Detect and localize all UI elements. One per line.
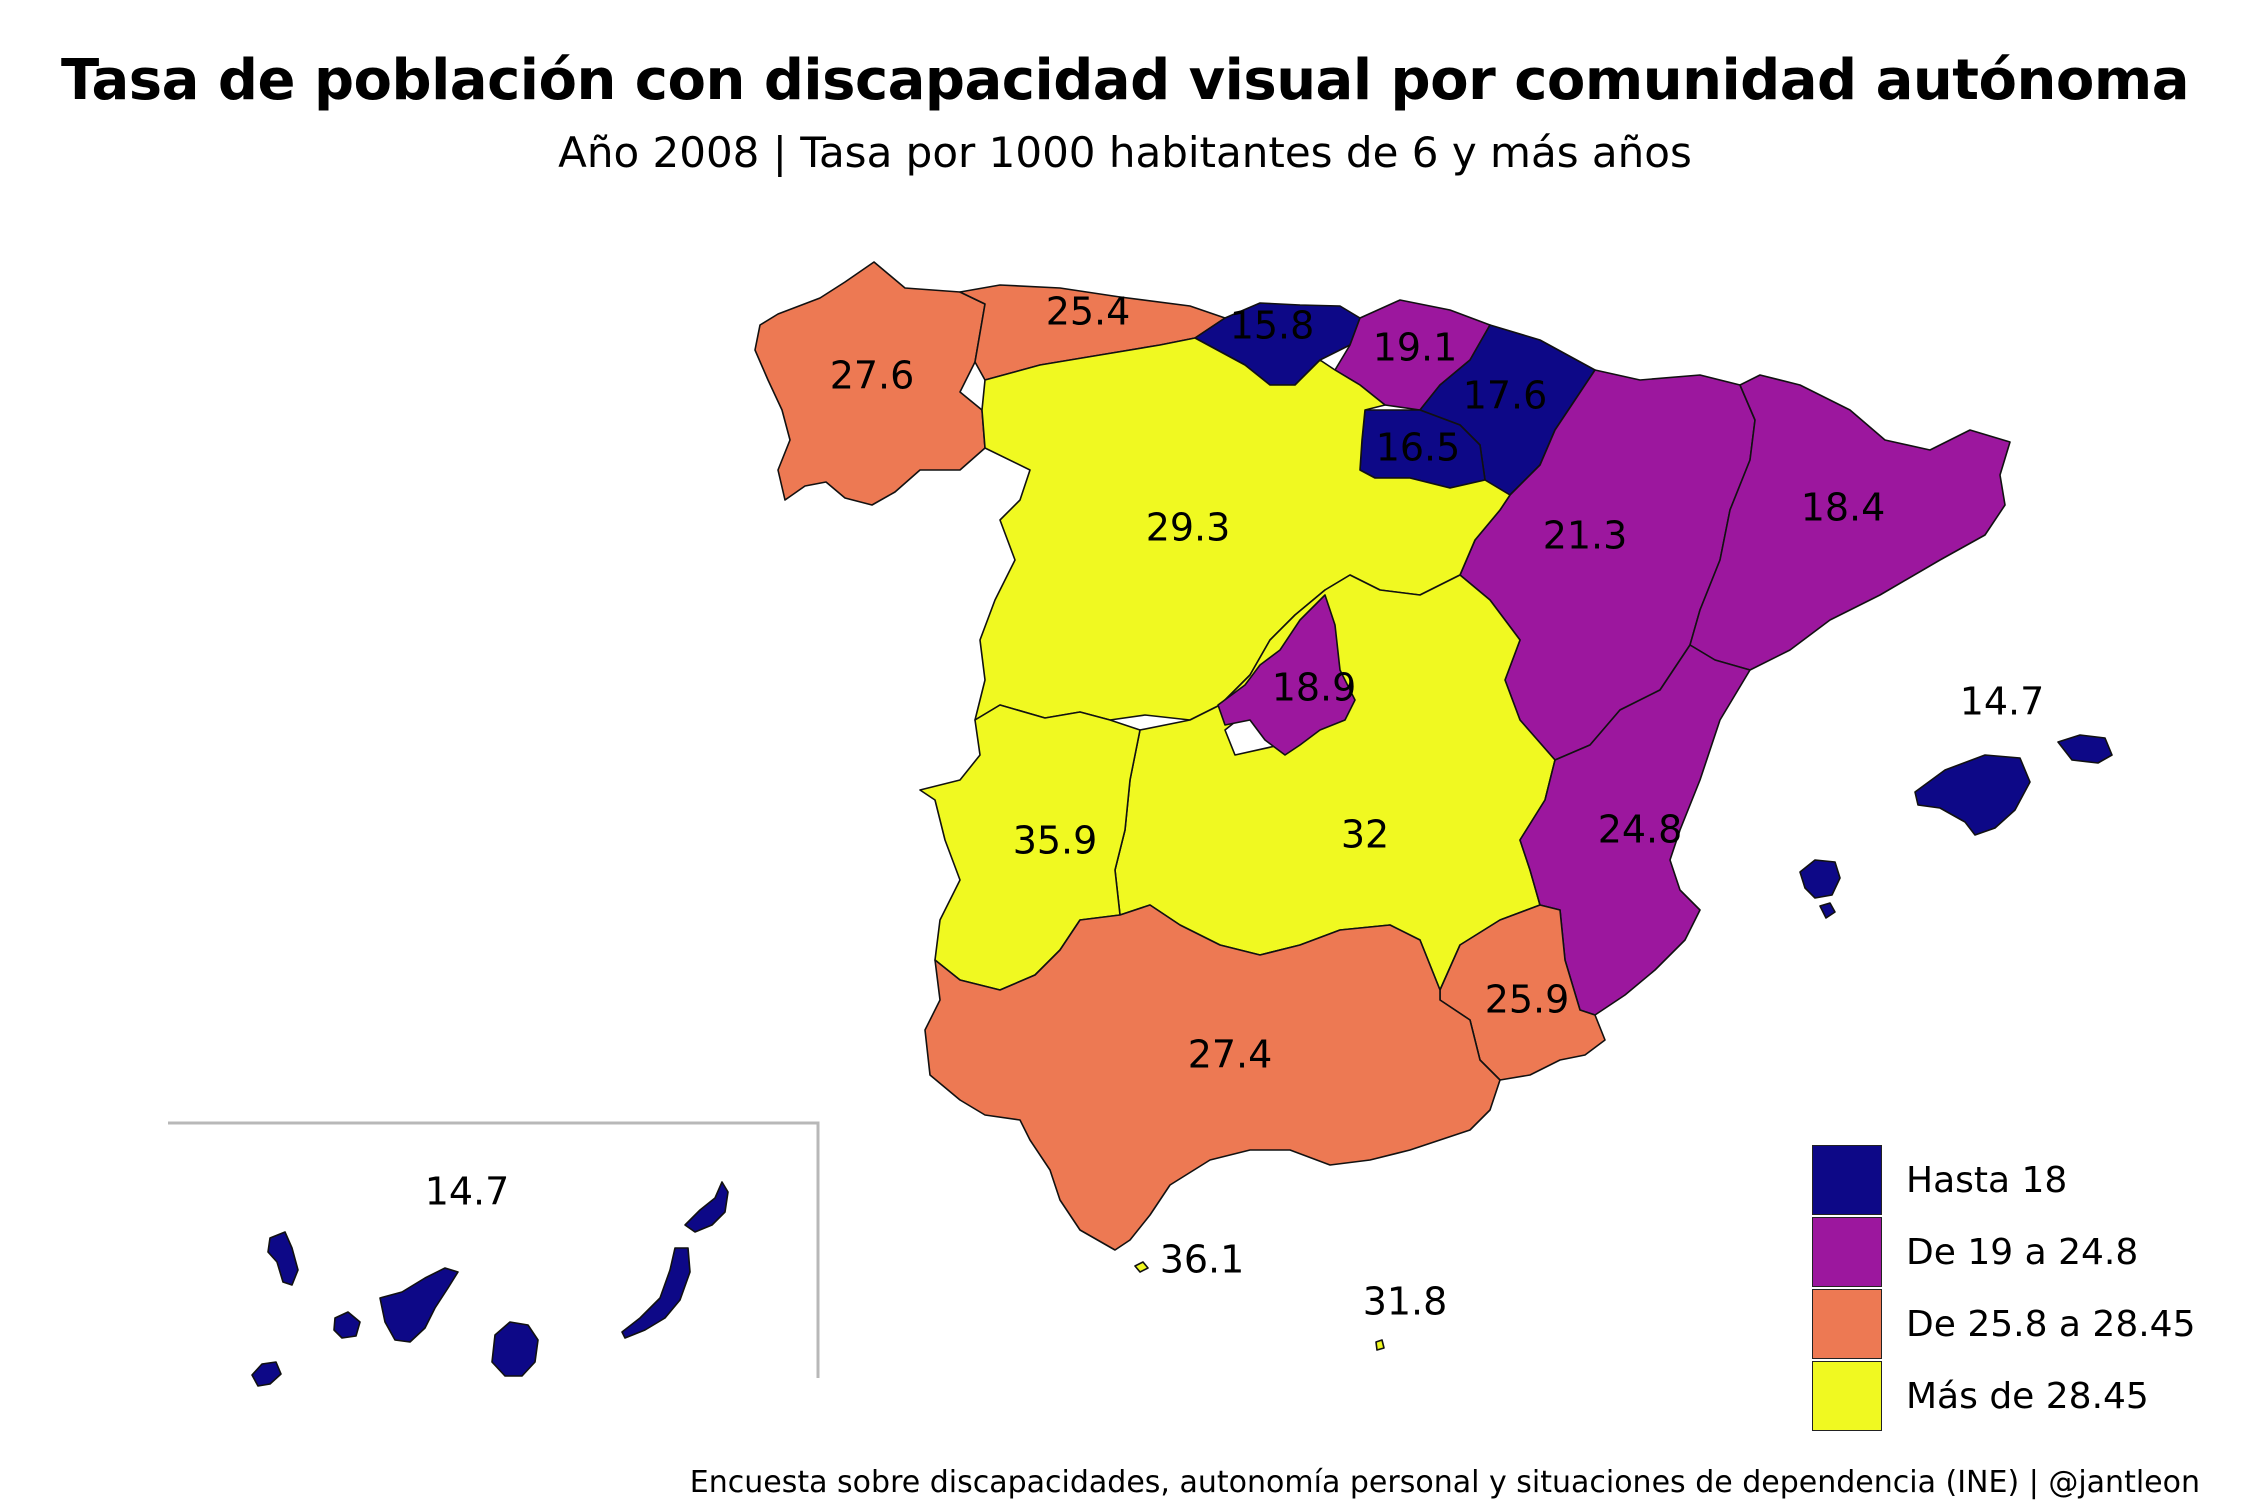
legend-label: De 19 a 24.8: [1906, 1231, 2139, 1273]
map-subtitle: Año 2008 | Tasa por 1000 habitantes de 6…: [558, 128, 1692, 177]
map-title: Tasa de población con discapacidad visua…: [61, 48, 2190, 113]
value-label-islas-baleares: 14.7: [1960, 680, 2045, 724]
value-label-melilla: 31.8: [1363, 1280, 1448, 1324]
legend-item-hasta-18: Hasta 18: [1812, 1144, 2195, 1216]
region-value-labels: 27.6 25.4 15.8 19.1 17.6 16.5 21.3 18.4 …: [425, 290, 2045, 1324]
region-cataluna[interactable]: [1689, 374, 2011, 671]
legend-swatch: [1812, 1289, 1882, 1359]
region-islas-baleares-ibiza[interactable]: [1799, 859, 1841, 899]
value-label-la-rioja: 16.5: [1376, 426, 1461, 470]
region-madrid[interactable]: [1217, 594, 1356, 756]
region-canarias-gran-canaria[interactable]: [491, 1321, 539, 1377]
value-label-extremadura: 35.9: [1013, 819, 1098, 863]
value-label-comunidad-valenciana: 24.8: [1598, 808, 1683, 852]
value-label-castilla-y-leon: 29.3: [1146, 506, 1231, 550]
legend-label: Más de 28.45: [1906, 1375, 2149, 1417]
region-canarias-lanzarote[interactable]: [684, 1181, 729, 1233]
legend-label: De 25.8 a 28.45: [1906, 1303, 2196, 1345]
region-canarias-el-hierro[interactable]: [251, 1361, 282, 1387]
value-label-cataluna: 18.4: [1801, 486, 1886, 530]
value-label-asturias: 25.4: [1046, 290, 1131, 334]
value-label-pais-vasco: 19.1: [1373, 326, 1458, 370]
legend-swatch: [1812, 1361, 1882, 1431]
value-label-canarias: 14.7: [425, 1170, 510, 1214]
value-label-galicia: 27.6: [830, 354, 915, 398]
region-andalucia[interactable]: [924, 904, 1501, 1251]
region-islas-baleares-menorca[interactable]: [2057, 734, 2113, 764]
value-label-aragon: 21.3: [1543, 514, 1628, 558]
map-legend: Hasta 18 De 19 a 24.8 De 25.8 a 28.45 Má…: [1812, 1144, 2195, 1432]
legend-item-de-25-8-a-28-45: De 25.8 a 28.45: [1812, 1288, 2195, 1360]
region-galicia[interactable]: [754, 261, 986, 506]
value-label-ceuta: 36.1: [1160, 1238, 1245, 1282]
source-caption: Encuesta sobre discapacidades, autonomía…: [689, 1465, 2200, 1500]
region-islas-baleares-formentera[interactable]: [1819, 902, 1836, 919]
region-ceuta[interactable]: [1134, 1261, 1149, 1273]
region-murcia[interactable]: [1439, 904, 1606, 1081]
value-label-andalucia: 27.4: [1188, 1033, 1273, 1077]
legend-swatch: [1812, 1217, 1882, 1287]
canarias-inset-frame: [168, 1121, 820, 1378]
value-label-navarra: 17.6: [1463, 374, 1548, 418]
legend-swatch: [1812, 1145, 1882, 1215]
region-canarias-fuerteventura[interactable]: [621, 1247, 691, 1339]
region-melilla[interactable]: [1375, 1339, 1385, 1351]
legend-item-de-19-a-24-8: De 19 a 24.8: [1812, 1216, 2195, 1288]
legend-item-mas-de-28-45: Más de 28.45: [1812, 1360, 2195, 1432]
legend-label: Hasta 18: [1906, 1159, 2068, 1201]
value-label-murcia: 25.9: [1485, 978, 1570, 1022]
region-canarias-tenerife[interactable]: [379, 1267, 459, 1343]
region-islas-baleares-mallorca[interactable]: [1914, 754, 2031, 836]
region-canarias-la-gomera[interactable]: [333, 1311, 361, 1339]
value-label-madrid: 18.9: [1272, 666, 1357, 710]
region-canarias-la-palma[interactable]: [267, 1231, 299, 1286]
value-label-cantabria: 15.8: [1230, 304, 1315, 348]
value-label-castilla-la-mancha: 32: [1341, 813, 1389, 857]
